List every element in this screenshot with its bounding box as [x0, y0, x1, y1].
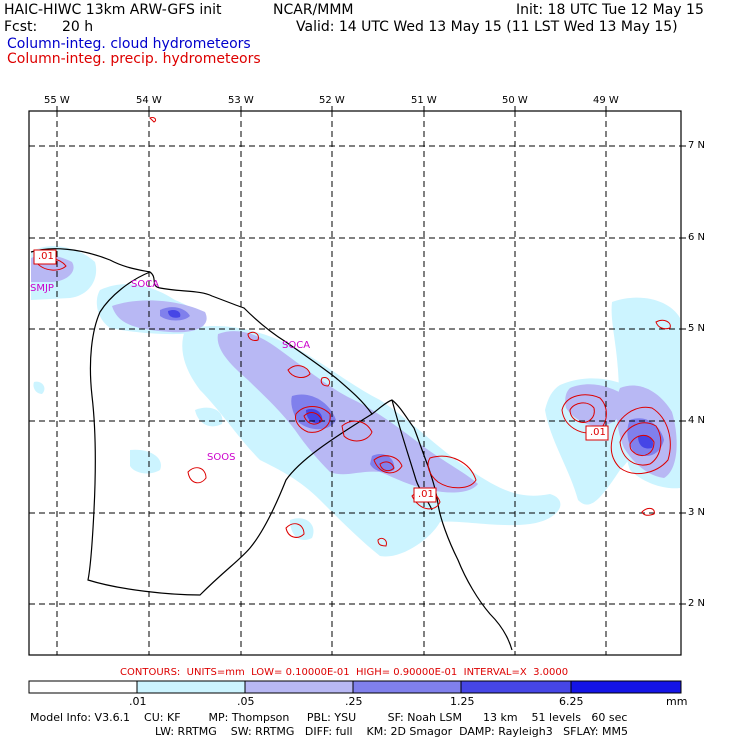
colorbar-segment — [570, 680, 682, 694]
init-time: Init: 18 UTC Tue 12 May 15 — [516, 2, 704, 18]
contour-line — [629, 435, 655, 456]
contour-line — [427, 455, 477, 489]
station-label: SMJP — [30, 283, 54, 294]
colorbar-units: mm — [666, 695, 688, 708]
station-label: SOCA — [131, 279, 160, 290]
colorbar-segment — [136, 680, 246, 694]
model-info-line2: LW: RRTMG SW: RRTMG DIFF: full KM: 2D Sm… — [155, 725, 628, 738]
colorbar-tick-label: .05 — [237, 695, 255, 708]
contour-line — [619, 422, 662, 466]
contour-line — [341, 420, 373, 442]
contour-line — [149, 117, 157, 123]
lon-label: 50 W — [502, 95, 528, 106]
contour-label-boxes — [33, 249, 609, 503]
lat-label: 4 N — [688, 415, 706, 426]
contour-line — [303, 412, 323, 425]
lat-label: 3 N — [688, 507, 706, 518]
colorbar-segment — [352, 680, 462, 694]
contour-info: CONTOURS: UNITS=mm LOW= 0.10000E-01 HIGH… — [120, 667, 569, 678]
shade-region-medium — [112, 300, 207, 333]
colorbar-tick-label: .01 — [129, 695, 147, 708]
field-precip-label: Column-integ. precip. hydrometeors — [7, 51, 261, 67]
fcst-value: 20 h — [62, 19, 94, 35]
lat-label: 6 N — [688, 232, 706, 243]
shade-region-light — [33, 381, 45, 394]
lat-label: 7 N — [688, 140, 706, 151]
lon-label: 52 W — [319, 95, 345, 106]
lon-label: 49 W — [593, 95, 619, 106]
colorbar-tick-label: 1.25 — [450, 695, 475, 708]
lon-label: 54 W — [136, 95, 162, 106]
model-title: HAIC-HIWC 13km ARW-GFS init — [4, 2, 222, 18]
contour-label: .01 — [418, 489, 434, 500]
colorbar-segment — [460, 680, 572, 694]
colorbar-tick-label: .25 — [345, 695, 363, 708]
contour-line — [247, 331, 259, 341]
cloud-shading-level-4 — [168, 309, 654, 449]
station-label: SOOS — [207, 452, 236, 463]
contour-line — [295, 406, 331, 433]
shade-region-light — [195, 407, 223, 427]
lat-label: 2 N — [688, 598, 706, 609]
border-path — [87, 271, 373, 596]
shade-region-light — [130, 449, 161, 474]
lon-label: 55 W — [44, 95, 70, 106]
contour-line — [287, 365, 311, 378]
colorbar-segment — [244, 680, 354, 694]
colorbar-tick-label: 6.25 — [559, 695, 584, 708]
lat-label: 5 N — [688, 323, 706, 334]
lon-label: 53 W — [228, 95, 254, 106]
contour-line — [610, 406, 671, 475]
contour-line — [373, 455, 403, 474]
contour-line — [187, 467, 207, 484]
valid-time: Valid: 14 UTC Wed 13 May 15 (11 LST Wed … — [296, 19, 678, 35]
shade-region-darker — [168, 309, 181, 318]
contour-line — [285, 523, 305, 538]
contour-line — [569, 402, 595, 423]
org-name: NCAR/MMM — [273, 2, 354, 18]
lon-label: 51 W — [411, 95, 437, 106]
shade-region-darker — [638, 434, 654, 449]
colorbar-segment — [28, 680, 138, 694]
contour-line — [379, 461, 395, 472]
fcst-label: Fcst: — [4, 19, 38, 35]
coastline-path — [30, 248, 513, 651]
contour-line — [377, 537, 387, 547]
map-frame — [28, 110, 682, 656]
contour-label: .01 — [38, 251, 54, 262]
contour-line — [320, 377, 331, 387]
field-cloud-label: Column-integ. cloud hydrometeors — [7, 36, 251, 52]
model-info-line1: Model Info: V3.6.1 CU: KF MP: Thompson P… — [30, 711, 628, 724]
contour-line — [655, 319, 671, 330]
contour-line — [641, 507, 655, 516]
shade-region-medium — [217, 331, 478, 493]
contour-label: .01 — [590, 427, 606, 438]
station-label: SOCA — [282, 340, 311, 351]
contour-line — [561, 394, 607, 434]
tick-marks — [56, 106, 686, 605]
precip-contours — [35, 117, 671, 547]
